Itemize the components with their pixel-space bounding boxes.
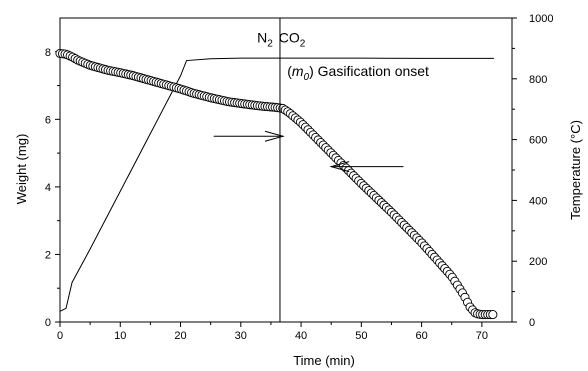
x-tick-label: 60: [415, 330, 427, 342]
n2-label: N2: [257, 29, 273, 49]
y-tick-label: 2: [45, 249, 51, 261]
plot-border: [59, 17, 513, 323]
co2-label: CO2: [279, 29, 306, 49]
y-tick-label: 6: [45, 114, 51, 126]
arrow-right-icon: [264, 130, 285, 142]
temperature-line: [59, 57, 494, 312]
y-tick-label: 8: [45, 47, 51, 59]
right-y-axis-ticks: 0 200 400 600 800 1000: [512, 13, 553, 329]
plot-frame: [59, 17, 513, 323]
x-tick-label: 10: [114, 330, 126, 342]
y-tick-label: 0: [45, 317, 51, 329]
x-axis-title: Time (min): [293, 353, 355, 368]
weight-point: [488, 310, 498, 320]
y-tick-label: 4: [45, 182, 51, 194]
left-y-axis-ticks: 0 2 4 6 8: [45, 47, 60, 329]
arrow-left-icon: [329, 161, 350, 173]
x-tick-label: 50: [355, 330, 367, 342]
x-axis-ticks: 0 10 20 30 40 50 60 70: [57, 322, 488, 342]
right-y-axis-title: Temperature (°C): [568, 120, 583, 220]
gasification-onset-label: (m0) Gasification onset: [287, 63, 429, 83]
y2-tick-label: 1000: [529, 13, 553, 25]
x-tick-label: 40: [295, 330, 307, 342]
y2-tick-label: 0: [529, 317, 535, 329]
annotations: N2 CO2 (m0) Gasification onset: [213, 18, 429, 322]
y2-tick-label: 400: [529, 195, 547, 207]
weight-series: [55, 48, 498, 320]
y2-tick-label: 800: [529, 74, 547, 86]
left-y-axis-title: Weight (mg): [14, 134, 29, 205]
x-tick-label: 0: [57, 330, 63, 342]
temperature-series: [59, 57, 494, 312]
y2-tick-label: 200: [529, 256, 547, 268]
x-tick-label: 30: [235, 330, 247, 342]
x-tick-label: 20: [174, 330, 186, 342]
y2-tick-label: 600: [529, 135, 547, 147]
x-tick-label: 70: [476, 330, 488, 342]
